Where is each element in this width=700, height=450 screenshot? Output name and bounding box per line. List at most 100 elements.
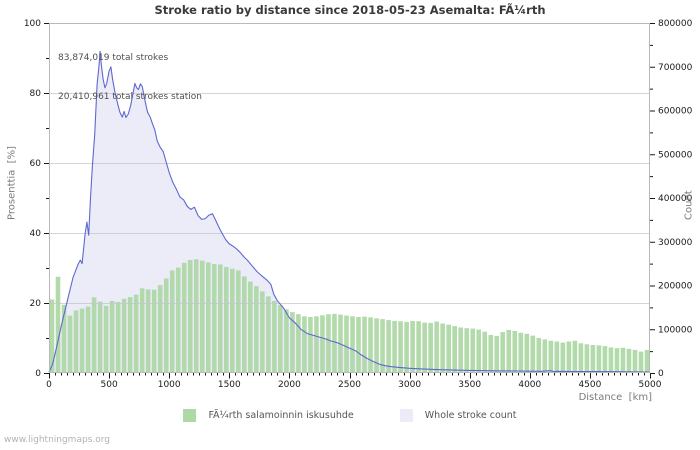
ratio-series-label: FÃ¼rth salamoinnin iskusuhde [208, 410, 354, 421]
ratio-bar [602, 346, 608, 373]
ratio-bar [494, 335, 500, 373]
ratio-bar [584, 344, 590, 373]
chart-title: Stroke ratio by distance since 2018-05-2… [154, 3, 546, 17]
y-right-tick-label: 500000 [658, 150, 693, 160]
ratio-bar [181, 262, 187, 374]
ratio-bar [524, 333, 530, 373]
count-series-swatch [399, 409, 413, 422]
ratio-bar [428, 322, 433, 373]
ratio-bar [368, 317, 373, 373]
ratio-bar [163, 278, 169, 373]
legend-item-ratio: FÃ¼rth salamoinnin iskusuhde [183, 409, 354, 422]
ratio-bar [205, 262, 211, 373]
ratio-bar [386, 320, 391, 373]
watermark: www.lightningmaps.org [4, 435, 110, 445]
ratio-bar [109, 300, 115, 373]
y-right-tick-label: 700000 [658, 63, 693, 73]
ratio-bar [470, 328, 476, 374]
ratio-bar [326, 314, 331, 373]
ratio-bar [266, 296, 271, 373]
y-left-tick-label: 20 [30, 299, 42, 309]
ratio-bar [85, 306, 91, 373]
legend-item-count: Whole stroke count [399, 409, 517, 422]
x-tick-label: 3500 [458, 380, 481, 390]
ratio-bar [500, 332, 506, 373]
ratio-bar [254, 286, 259, 373]
ratio-bar [223, 266, 229, 373]
ratio-bar [350, 316, 355, 373]
ratio-bar [151, 289, 157, 373]
ratio-bar [91, 297, 97, 373]
ratio-bar [506, 329, 512, 373]
y-right-tick-label: 300000 [658, 238, 693, 248]
ratio-bar [422, 322, 427, 373]
ratio-bar [121, 298, 127, 373]
y-left-tick-label: 80 [30, 89, 42, 99]
ratio-bar [626, 348, 632, 374]
ratio-bar [61, 304, 67, 374]
ratio-bar [284, 309, 289, 373]
ratio-bar [187, 260, 193, 373]
ratio-bar [296, 314, 301, 373]
ratio-bar [242, 276, 247, 373]
ratio-bar [344, 315, 349, 373]
y-left-tick-label: 0 [35, 369, 41, 379]
ratio-bar [133, 294, 139, 373]
plot-frame [49, 23, 650, 373]
ratio-bar [290, 312, 295, 373]
ratio-bar [157, 285, 163, 373]
annotation-total-strokes: 83,874,019 total strokes [58, 53, 169, 63]
ratio-bar [476, 329, 482, 373]
annotation-total-strokes-station: 20,410,961 total strokes station [58, 92, 203, 102]
x-tick-label: 3000 [398, 380, 421, 390]
y-right-tick-label: 400000 [658, 194, 693, 204]
ratio-bar [211, 264, 217, 373]
x-tick-label: 4000 [518, 380, 541, 390]
ratio-bar [302, 316, 307, 373]
ratio-bar [410, 320, 415, 373]
count-series-label: Whole stroke count [424, 410, 517, 421]
x-tick-label: 4500 [578, 380, 601, 390]
ratio-bar [217, 264, 223, 373]
ratio-bar [278, 305, 283, 373]
ratio-bar [590, 345, 596, 373]
ratio-bar [542, 339, 548, 373]
ratio-bar [199, 260, 205, 373]
ratio-bar [320, 315, 325, 374]
annotation-block: 83,874,019 total strokes 20,410,961 tota… [58, 26, 202, 130]
x-tick-label: 1500 [218, 380, 241, 390]
ratio-bar [356, 317, 361, 373]
ratio-bar [566, 341, 572, 373]
ratio-bar [536, 338, 542, 373]
ratio-bar [67, 315, 73, 373]
y-right-tick-label: 100000 [658, 325, 693, 335]
ratio-bar [614, 348, 620, 373]
count-area [49, 51, 650, 374]
ratio-bar [620, 347, 626, 373]
ratio-bar [518, 332, 524, 374]
ratio-bar [248, 281, 253, 373]
x-axis-title: Distance [km] [578, 392, 652, 403]
count-line [48, 50, 651, 373]
ratio-bar [434, 321, 439, 373]
ratio-bar [398, 321, 403, 373]
y-left-tick-label: 100 [24, 19, 41, 29]
ratio-bar [560, 342, 566, 373]
ratio-bar [230, 268, 235, 373]
ratio-bar [380, 319, 385, 373]
ratio-bars [49, 259, 650, 374]
ratio-bar [530, 335, 536, 373]
ratio-bar [554, 341, 560, 373]
ratio-bar [127, 297, 133, 374]
axis-ticks [44, 23, 655, 379]
ratio-bar [464, 328, 469, 373]
ratio-bar [169, 270, 175, 373]
ratio-bar [392, 320, 397, 373]
ratio-bar [236, 270, 241, 373]
ratio-bar [145, 289, 151, 373]
ratio-bar [272, 300, 277, 373]
ratio-bar [260, 291, 265, 373]
ratio-bar [440, 323, 445, 373]
ratio-bar [103, 305, 109, 373]
